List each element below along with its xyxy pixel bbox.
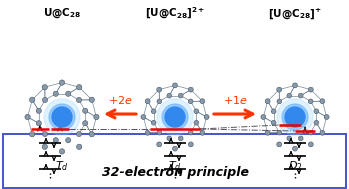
Text: $\mathbf{[U@C_{28}]^{2+}}$: $\mathbf{[U@C_{28}]^{2+}}$ [145,6,205,21]
Circle shape [52,107,72,127]
Circle shape [271,109,276,114]
Circle shape [157,99,193,135]
Circle shape [320,130,325,135]
Circle shape [66,138,71,143]
Circle shape [44,99,80,135]
Text: $\mathit{+2e}$: $\mathit{+2e}$ [107,94,132,106]
Circle shape [157,99,162,104]
Circle shape [30,132,35,137]
Text: $\mathit{T_d}$: $\mathit{T_d}$ [168,159,182,173]
Circle shape [271,120,276,125]
Circle shape [76,144,82,149]
Circle shape [43,131,47,137]
Circle shape [151,120,156,125]
Circle shape [277,99,282,104]
Circle shape [188,87,193,92]
Circle shape [292,146,297,151]
Circle shape [320,99,325,104]
Circle shape [76,84,82,90]
Circle shape [314,120,319,125]
Circle shape [157,142,162,147]
Circle shape [76,131,82,137]
Circle shape [66,91,71,96]
Text: $\mathbf{U@C_{28}}$: $\mathbf{U@C_{28}}$ [43,6,81,19]
Circle shape [188,142,193,147]
Circle shape [178,136,183,141]
Circle shape [287,93,292,98]
Circle shape [178,93,183,98]
Circle shape [83,108,88,113]
Circle shape [172,83,177,88]
Circle shape [89,97,95,102]
Circle shape [36,121,42,126]
Circle shape [94,114,99,120]
Circle shape [194,120,199,125]
Circle shape [145,130,150,135]
Circle shape [141,115,146,119]
Circle shape [83,121,88,126]
Circle shape [261,115,266,119]
Circle shape [194,109,199,114]
Circle shape [277,87,282,92]
Circle shape [42,84,47,90]
Circle shape [287,136,292,141]
Circle shape [53,138,58,143]
Circle shape [200,99,205,104]
Circle shape [309,142,313,147]
Text: $\mathit{D_2}$: $\mathit{D_2}$ [288,159,302,173]
Circle shape [308,130,313,135]
Circle shape [285,107,305,127]
Circle shape [277,142,282,147]
Circle shape [277,99,313,135]
Bar [3,134,346,188]
Circle shape [172,146,177,151]
Circle shape [25,114,30,120]
Circle shape [188,130,193,135]
Circle shape [76,97,82,103]
Text: $\mathit{T_d}$: $\mathit{T_d}$ [55,159,69,173]
Circle shape [314,109,319,114]
Circle shape [298,136,303,141]
Text: $\mathit{+1e}$: $\mathit{+1e}$ [223,94,247,106]
Circle shape [59,149,65,154]
Circle shape [277,130,282,135]
Circle shape [324,115,329,119]
Circle shape [309,87,313,92]
Circle shape [162,104,188,130]
Circle shape [167,136,172,141]
Circle shape [43,97,47,103]
Circle shape [298,93,303,98]
Circle shape [30,97,35,102]
Circle shape [188,99,193,104]
Circle shape [157,130,162,135]
Circle shape [145,99,150,104]
Circle shape [282,104,308,130]
Circle shape [36,108,42,113]
Circle shape [292,83,297,88]
Circle shape [53,91,58,96]
Circle shape [265,130,270,135]
Circle shape [89,132,95,137]
Circle shape [59,80,65,85]
Circle shape [200,130,205,135]
Text: $\mathbf{[U@C_{28}]^{+}}$: $\mathbf{[U@C_{28}]^{+}}$ [268,6,322,21]
Circle shape [165,107,185,127]
Circle shape [265,99,270,104]
Circle shape [204,115,209,119]
Circle shape [308,99,313,104]
Circle shape [151,109,156,114]
Circle shape [157,87,162,92]
Circle shape [49,104,75,130]
Circle shape [167,93,172,98]
Circle shape [42,144,47,149]
Text: 32-electron principle: 32-electron principle [102,166,248,179]
